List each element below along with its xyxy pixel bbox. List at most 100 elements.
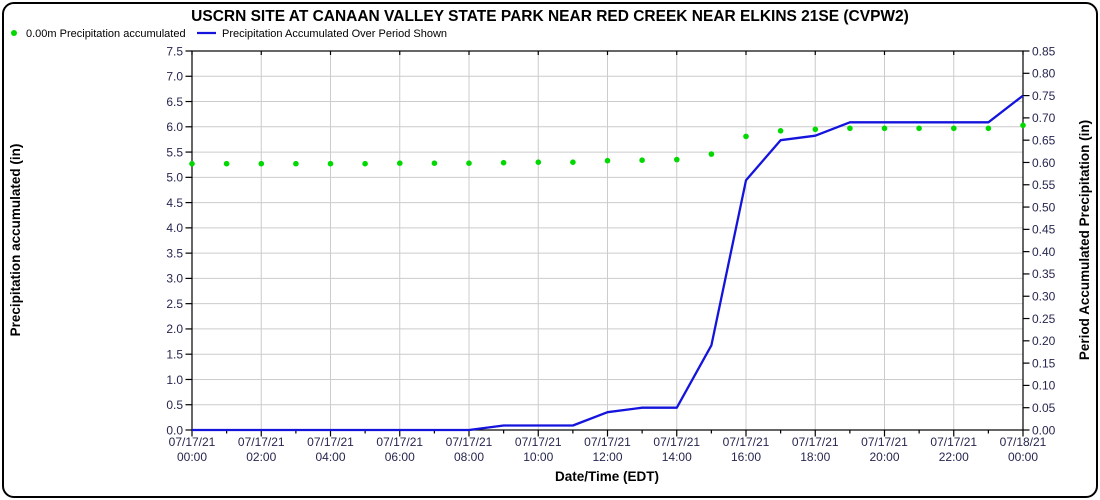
right-tick-label: 0.75 (1032, 89, 1056, 103)
data-point (985, 125, 992, 132)
data-point (397, 160, 403, 166)
x-tick-label-time: 04:00 (315, 450, 345, 464)
data-point (708, 151, 715, 157)
right-tick-label: 0.70 (1032, 111, 1056, 125)
left-tick-label: 1.0 (166, 373, 183, 387)
legend-label-line: Precipitation Accumulated Over Period Sh… (222, 28, 447, 40)
right-tick-label: 0.60 (1032, 156, 1056, 170)
data-point (431, 160, 438, 166)
x-tick-label-time: 18:00 (800, 450, 830, 464)
data-point (327, 160, 334, 167)
left-tick-label: 5.0 (166, 171, 183, 185)
data-point (777, 128, 784, 134)
right-tick-label: 0.35 (1032, 267, 1056, 281)
left-tick-label: 2.5 (166, 297, 183, 311)
data-point (604, 157, 611, 164)
right-tick-label: 0.85 (1032, 44, 1056, 58)
data-point (293, 160, 299, 167)
data-point (535, 159, 542, 165)
left-tick-label: 6.0 (166, 120, 183, 134)
data-point (500, 159, 507, 166)
legend-points-marker-icon (11, 30, 17, 36)
x-tick-label-time: 20:00 (869, 450, 899, 464)
x-tick-label-time: 00:00 (177, 450, 207, 464)
left-tick-label: 1.5 (166, 348, 183, 362)
left-tick-label: 2.0 (166, 322, 183, 336)
precipitation-accumulated-points (189, 122, 1026, 167)
right-tick-label: 0.25 (1032, 312, 1056, 326)
left-tick-label: 0.5 (166, 398, 183, 412)
left-axis-title: Precipitation accumulated (in) (8, 144, 23, 337)
data-point (881, 125, 888, 132)
data-point (223, 160, 230, 167)
data-point (570, 159, 576, 165)
x-tick-label-date: 07/17/21 (515, 435, 562, 449)
x-tick-label-time: 00:00 (1008, 450, 1038, 464)
x-tick-label-time: 06:00 (385, 450, 415, 464)
x-tick-label-time: 12:00 (592, 450, 622, 464)
x-tick-label-date: 07/17/21 (169, 435, 216, 449)
data-point (1020, 122, 1026, 129)
chart-title: USCRN SITE AT CANAAN VALLEY STATE PARK N… (191, 8, 909, 25)
right-tick-label: 0.05 (1032, 401, 1056, 415)
x-tick-label-time: 22:00 (939, 450, 969, 464)
x-tick-label-date: 07/17/21 (307, 435, 354, 449)
right-tick-label: 0.00 (1032, 423, 1056, 437)
right-tick-label: 0.45 (1032, 223, 1056, 237)
x-tick-label-date: 07/17/21 (723, 435, 770, 449)
x-tick-label-date: 07/17/21 (238, 435, 285, 449)
x-tick-label-time: 14:00 (662, 450, 692, 464)
data-point (812, 126, 819, 133)
legend: 0.00m Precipitation accumulated Precipit… (11, 28, 447, 40)
x-tick-label-date: 07/17/21 (446, 435, 493, 449)
right-tick-label: 0.20 (1032, 334, 1056, 348)
period-accumulated-line (192, 94, 1024, 432)
left-tick-label: 3.0 (166, 272, 183, 286)
data-point (951, 125, 957, 132)
left-tick-label: 7.5 (166, 44, 183, 58)
data-point (916, 125, 922, 132)
gridlines (192, 51, 1023, 430)
right-tick-label: 0.40 (1032, 245, 1056, 259)
right-tick-label: 0.10 (1032, 379, 1056, 393)
left-tick-label: 5.5 (166, 145, 183, 159)
x-tick-label-date: 07/17/21 (376, 435, 423, 449)
x-tick-label-time: 08:00 (454, 450, 484, 464)
legend-label-points: 0.00m Precipitation accumulated (26, 28, 186, 40)
x-tick-label-time: 10:00 (523, 450, 553, 464)
data-point (847, 125, 853, 132)
left-tick-label: 4.5 (166, 196, 183, 210)
right-tick-label: 0.15 (1032, 356, 1056, 370)
x-tick-label-date: 07/17/21 (930, 435, 977, 449)
x-axis: 07/17/2100:0007/17/2102:0007/17/2104:000… (169, 51, 1047, 464)
left-tick-label: 7.0 (166, 70, 183, 84)
x-tick-label-date: 07/17/21 (653, 435, 700, 449)
data-point (743, 133, 749, 140)
right-tick-label: 0.55 (1032, 178, 1056, 192)
data-point (362, 160, 368, 167)
x-tick-label-time: 02:00 (246, 450, 276, 464)
left-tick-label: 0.0 (166, 423, 183, 437)
x-tick-label-date: 07/18/21 (1000, 435, 1047, 449)
x-tick-label-date: 07/17/21 (792, 435, 839, 449)
right-axis-title: Period Accumulated Precipitation (in) (1077, 120, 1092, 360)
data-point (189, 160, 195, 167)
data-point (674, 156, 680, 163)
x-tick-label-time: 16:00 (731, 450, 761, 464)
right-tick-label: 0.30 (1032, 290, 1056, 304)
plot-area: 0.0 0.5 1.0 1.5 2.0 2.5 3.0 3.5 4.0 4.5 5.0 5.5 6.0 6… (166, 44, 1055, 464)
right-tick-label: 0.65 (1032, 133, 1056, 147)
left-tick-label: 3.5 (166, 246, 183, 260)
left-axis: 0.0 0.5 1.0 1.5 2.0 2.5 3.0 3.5 4.0 4.5 5.0 5.5 6.0 6… (166, 44, 192, 437)
x-tick-label-date: 07/17/21 (584, 435, 631, 449)
x-tick-label-date: 07/17/21 (861, 435, 908, 449)
data-point (466, 160, 472, 166)
right-tick-label: 0.80 (1032, 67, 1056, 81)
left-tick-label: 4.0 (166, 221, 183, 235)
data-point (639, 157, 645, 163)
data-point (258, 160, 265, 167)
right-tick-label: 0.50 (1032, 200, 1056, 214)
x-axis-title: Date/Time (EDT) (555, 469, 659, 484)
